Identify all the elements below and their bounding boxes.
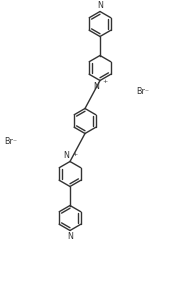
Text: N: N: [93, 82, 99, 91]
Text: Br⁻: Br⁻: [136, 87, 149, 95]
Text: +: +: [73, 153, 78, 158]
Text: N: N: [97, 1, 103, 10]
Text: Br⁻: Br⁻: [4, 137, 17, 147]
Text: N: N: [63, 151, 69, 160]
Text: N: N: [67, 232, 73, 241]
Text: +: +: [103, 79, 108, 84]
